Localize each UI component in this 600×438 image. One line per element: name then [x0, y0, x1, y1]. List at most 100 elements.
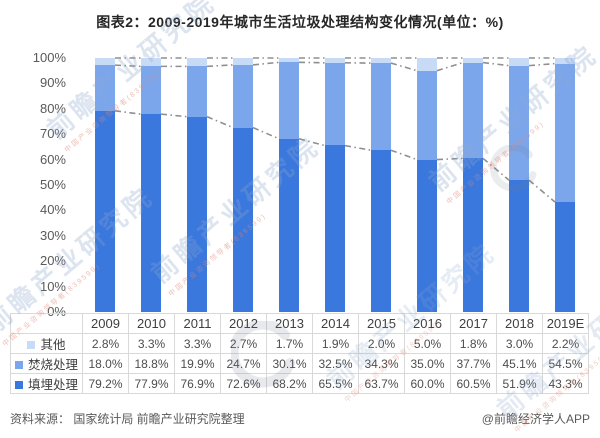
bar-segment: [279, 138, 299, 312]
stacked-bar-2009: [95, 58, 115, 312]
bar-segment: [325, 58, 345, 63]
value-cell: 19.9%: [174, 353, 221, 374]
value-cell: 5.0%: [404, 333, 451, 354]
value-cell: 35.0%: [404, 353, 451, 374]
bar-segment: [417, 70, 437, 160]
bar-segment: [187, 116, 207, 312]
y-axis-tick: 50%: [39, 177, 66, 192]
bar-segment: [463, 62, 483, 159]
y-axis-tick: 90%: [39, 75, 66, 91]
bar-segment: [417, 58, 437, 71]
stacked-bar-2012: [233, 58, 253, 312]
y-axis-tick: 20%: [39, 253, 66, 269]
year-header: 2009: [82, 313, 129, 334]
value-cell: 3.3%: [128, 333, 175, 354]
y-axis-tick: 30%: [39, 227, 66, 243]
value-cell: 18.0%: [82, 353, 129, 374]
bar-segment: [417, 159, 437, 312]
stacked-bar-2010: [141, 58, 161, 312]
bar-segment: [95, 58, 115, 66]
legend-label: 焚烧处理: [27, 358, 78, 372]
stacked-bar-2011: [187, 58, 207, 312]
value-cell: 2.2%: [542, 333, 589, 354]
bar-segment: [187, 66, 207, 117]
value-cell: 76.9%: [174, 373, 221, 394]
bar-segment: [187, 58, 207, 67]
value-cell: 45.1%: [496, 353, 543, 374]
footer: 资料来源： 国家统计局 前瞻产业研究院整理 @前瞻经济学人APP: [10, 410, 590, 427]
y-axis-tick: 40%: [39, 202, 66, 218]
stacked-bar-2014: [325, 58, 345, 312]
value-cell: 34.3%: [358, 353, 405, 374]
year-header: 2012: [220, 313, 267, 334]
legend-cell: 焚烧处理: [10, 353, 83, 374]
bar-segment: [463, 158, 483, 312]
year-header: 2016: [404, 313, 451, 334]
value-cell: 3.0%: [496, 333, 543, 354]
bar-segment: [325, 62, 345, 146]
value-cell: 79.2%: [82, 373, 129, 394]
y-axis-tick: 100%: [32, 50, 66, 65]
year-header: 2018: [496, 313, 543, 334]
value-cell: 68.2%: [266, 373, 313, 394]
value-cell: 43.3%: [542, 373, 589, 394]
data-table: 2009 2010 2011 2012 2013 2014 2015 2016 2017 2018…: [10, 313, 589, 394]
bar-segment: [509, 180, 529, 312]
legend-swatch-icon: [27, 341, 36, 349]
legend-cell: 其他: [10, 333, 83, 354]
stacked-bar-2018: [509, 58, 529, 312]
bar-segment: [279, 58, 299, 63]
legend-cell: 填埋处理: [10, 373, 83, 394]
table-row: 焚烧处理 18.0% 18.8% 19.9% 24.7% 30.1% 32.5% 34.3% 3…: [10, 353, 589, 374]
bar-segment: [233, 127, 253, 312]
y-axis-tick: 60%: [39, 151, 66, 167]
value-cell: 2.8%: [82, 333, 129, 354]
value-cell: 24.7%: [220, 353, 267, 374]
table-row: 填埋处理 79.2% 77.9% 76.9% 72.6% 68.2% 65.5% 63.7% 6…: [10, 373, 589, 394]
legend-swatch-icon: [14, 361, 23, 369]
value-cell: 63.7%: [358, 373, 405, 394]
value-cell: 37.7%: [450, 353, 497, 374]
value-cell: 54.5%: [542, 353, 589, 374]
value-cell: 72.6%: [220, 373, 267, 394]
value-cell: 32.5%: [312, 353, 359, 374]
stacked-bar-2015: [371, 58, 391, 312]
value-cell: 51.9%: [496, 373, 543, 394]
table-corner-cell: [10, 313, 83, 334]
legend-label: 其他: [40, 338, 66, 352]
bar-segment: [95, 110, 115, 312]
stacked-bar-2019E: [555, 58, 575, 312]
bar-segment: [555, 63, 575, 202]
bar-segment: [555, 202, 575, 312]
value-cell: 3.3%: [174, 333, 221, 354]
bar-segment: [509, 58, 529, 66]
bar-segment: [233, 58, 253, 65]
year-header: 2019E: [542, 313, 589, 334]
table-row: 其他 2.8% 3.3% 3.3% 2.7% 1.7% 1.9% 2.0% 5.0% 1.8% 3.…: [10, 333, 589, 354]
year-header: 2014: [312, 313, 359, 334]
bar-segment: [371, 58, 391, 64]
bar-segment: [141, 114, 161, 312]
bar-segment: [325, 145, 345, 312]
year-header: 2017: [450, 313, 497, 334]
stacked-bar-2017: [463, 58, 483, 312]
stacked-bar-2013: [279, 58, 299, 312]
bar-segment: [233, 64, 253, 128]
value-cell: 18.8%: [128, 353, 175, 374]
brand-note: @前瞻经济学人APP: [481, 412, 590, 426]
year-header: 2015: [358, 313, 405, 334]
value-cell: 60.5%: [450, 373, 497, 394]
value-cell: 1.8%: [450, 333, 497, 354]
bar-segment: [141, 58, 161, 67]
bar-segment: [95, 65, 115, 111]
legend-label: 填埋处理: [27, 378, 78, 392]
bar-segment: [463, 58, 483, 63]
chart-title: 图表2：2009-2019年城市生活垃圾处理结构变化情况(单位：%): [96, 14, 504, 30]
y-axis-tick: 70%: [39, 126, 66, 142]
value-cell: 2.7%: [220, 333, 267, 354]
bar-segment: [509, 65, 529, 181]
year-header: 2013: [266, 313, 313, 334]
year-header: 2010: [128, 313, 175, 334]
